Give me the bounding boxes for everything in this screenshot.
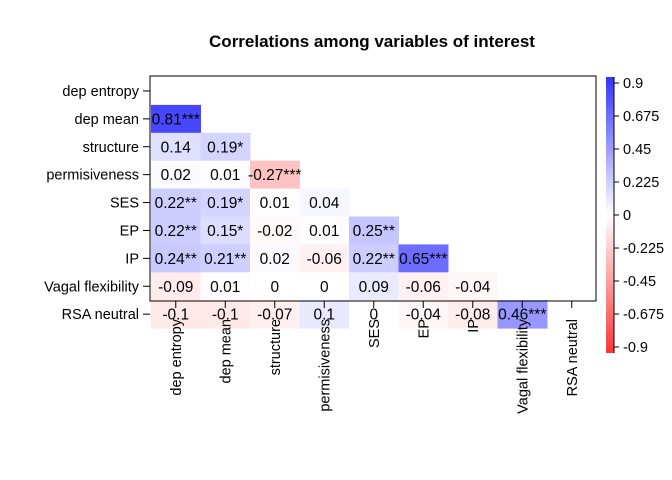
heatmap-cell — [349, 216, 399, 245]
cell-value-label: 0.19* — [207, 139, 243, 156]
heatmap-cell — [151, 132, 201, 162]
row-label: EP — [120, 223, 139, 239]
column-labels: dep entropy dep mean structure permisivenes… — [169, 301, 581, 414]
heatmap-cell — [299, 272, 350, 301]
column-label: permisiveness — [317, 319, 333, 412]
heatmap-cell — [200, 272, 251, 301]
colorbar-tick-label: -0.225 — [623, 241, 664, 257]
cell-value-label: 0.14 — [161, 139, 192, 156]
row-label: RSA neutral — [62, 307, 139, 323]
column-label: dep entropy — [169, 318, 185, 395]
colorbar-tick-label: 0.675 — [623, 109, 659, 125]
cell-value-label: -0.06 — [307, 251, 342, 268]
cell-value-label: 0 — [369, 307, 378, 324]
colorbar-tick-label: 0.45 — [623, 142, 651, 158]
heatmap-cell — [398, 244, 449, 273]
cell-value-label: -0.04 — [406, 307, 442, 324]
cell-value-label: -0.07 — [257, 307, 292, 324]
cell-value-label: 0.22** — [155, 223, 197, 240]
row-label: SES — [110, 196, 139, 212]
heatmap-cell — [200, 244, 251, 273]
cell-value-label: 0.01 — [260, 195, 290, 212]
cell-value-label: 0.19* — [207, 195, 243, 212]
cell-value-label: -0.1 — [212, 307, 239, 324]
cell-value-label: 0.02 — [161, 167, 191, 184]
cell-value-label: 0.15* — [207, 223, 243, 240]
column-label: dep mean — [218, 319, 234, 384]
cell-value-label: 0.22** — [353, 251, 395, 268]
heatmap-cell — [299, 244, 350, 273]
cell-value-label: -0.02 — [257, 223, 292, 240]
colorbar-tick-label: 0.225 — [623, 175, 659, 191]
row-label: permisiveness — [46, 168, 139, 184]
cell-value-label: -0.09 — [158, 279, 193, 296]
heatmap-cell — [151, 216, 201, 245]
heatmap-cell — [250, 272, 300, 301]
column-label: IP — [466, 319, 482, 333]
column-label: structure — [268, 319, 284, 375]
cell-value-label: -0.27*** — [248, 167, 301, 184]
heatmap-cell — [250, 160, 300, 190]
row-label: dep entropy — [62, 84, 139, 100]
cell-value-label: 0.02 — [260, 251, 290, 268]
cell-value-label: 0.01 — [210, 167, 240, 184]
heatmap-cell — [200, 160, 251, 190]
heatmap-cell — [151, 188, 201, 217]
heatmap-cell — [398, 272, 449, 301]
cell-value-label: 0.25** — [353, 223, 395, 240]
row-labels: dep entropy dep mean structure permisivenes… — [44, 84, 150, 323]
chart-title: Correlations among variables of interest — [209, 32, 535, 51]
row-label: Vagal flexibility — [44, 279, 140, 295]
cell-value-label: -0.08 — [455, 307, 490, 324]
cell-value-label: 0.21** — [204, 251, 246, 268]
heatmap-cell — [200, 132, 251, 162]
cell-value-label: 0 — [270, 279, 279, 296]
cell-value-label: 0.81*** — [152, 111, 200, 128]
row-label: IP — [125, 251, 139, 267]
colorbar-tick-label: -0.675 — [623, 307, 664, 323]
cell-value-label: 0.09 — [359, 279, 389, 296]
colorbar: 0.9 0.675 0.45 0.225 0 -0.225 -0.45 -0.675 -0.9 — [606, 76, 664, 356]
column-label: Vagal flexibility — [515, 318, 531, 414]
heatmap-cell — [151, 272, 201, 301]
cell-value-label: 0.01 — [210, 279, 240, 296]
heatmap-cell — [151, 244, 201, 273]
cell-value-label: -0.1 — [162, 307, 189, 324]
heatmap-cell — [151, 160, 201, 190]
heatmap-cell — [349, 272, 399, 301]
column-label: SES — [367, 319, 383, 348]
colorbar-tick-label: -0.9 — [623, 340, 648, 356]
colorbar-tick-label: 0 — [623, 208, 631, 224]
cell-value-label: 0.22** — [155, 195, 197, 212]
column-label: EP — [416, 319, 432, 338]
row-label: structure — [83, 140, 139, 156]
colorbar-tick-label: 0.9 — [623, 76, 643, 92]
cell-value-label: 0.46*** — [498, 307, 546, 324]
heatmap-cell — [151, 104, 201, 134]
heatmap-cell — [349, 244, 399, 273]
heatmap-cell — [250, 188, 300, 217]
cell-value-label: -0.06 — [406, 279, 441, 296]
column-label: RSA neutral — [565, 319, 581, 396]
row-label: dep mean — [75, 112, 140, 128]
plot-border — [149, 75, 597, 302]
cell-value-label: 0.04 — [309, 195, 340, 212]
heatmap-cell — [250, 244, 300, 273]
heatmap-cell — [299, 188, 350, 217]
heatmap-cell — [448, 272, 498, 301]
heatmap-cell — [250, 216, 300, 245]
cell-value-label: -0.04 — [455, 279, 491, 296]
colorbar-gradient — [606, 77, 614, 353]
cell-value-label: 0.24** — [155, 251, 197, 268]
heatmap-cell — [299, 216, 350, 245]
cell-value-label: 0.01 — [309, 223, 339, 240]
cell-value-label: 0.65*** — [399, 251, 447, 268]
heatmap-cell — [200, 216, 251, 245]
heatmap-cell — [200, 188, 251, 217]
cell-value-label: 0 — [320, 279, 329, 296]
colorbar-tick-label: -0.45 — [623, 274, 656, 290]
cell-value-label: 0.1 — [313, 307, 335, 324]
cell-value-labels: 0.81***0.14 0.19*0.02 0.01 -0.27***0.22** 0.… — [152, 111, 547, 323]
